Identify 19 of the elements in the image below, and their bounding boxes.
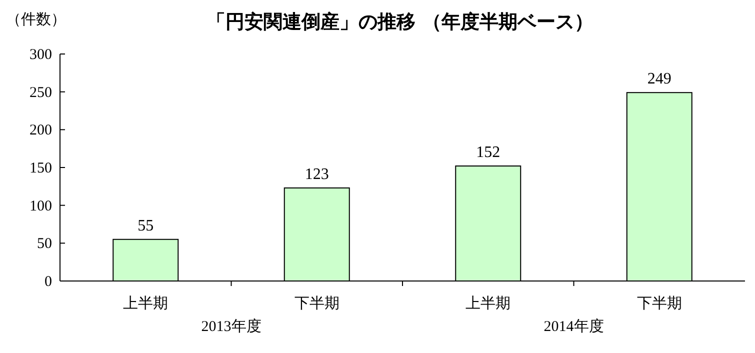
x-tick-label: 上半期 (123, 295, 168, 312)
x-tick-label: 下半期 (294, 295, 340, 312)
data-label: 152 (476, 144, 500, 161)
y-tick-label: 250 (30, 84, 52, 101)
data-label: 55 (138, 217, 154, 234)
data-label: 123 (304, 166, 329, 183)
y-tick-label: 150 (30, 160, 52, 176)
data-label: 249 (647, 70, 672, 88)
y-tick-label: 100 (30, 198, 52, 214)
text: 2014年度 (544, 318, 604, 335)
x-tick-label: 上半期 (466, 295, 511, 312)
y-tick-label: 0 (44, 274, 52, 290)
y-tick-label: 50 (37, 236, 52, 252)
y-tick-label: 300 (30, 47, 52, 63)
chart-title: 「円安関連倒産」の推移 （年度半期ベース） (206, 11, 594, 33)
y-tick-label: 200 (30, 122, 52, 139)
x-tick-label: 下半期 (636, 295, 682, 312)
y-axis-title: （件数） (6, 12, 66, 28)
text: 2013年度 (201, 318, 262, 335)
